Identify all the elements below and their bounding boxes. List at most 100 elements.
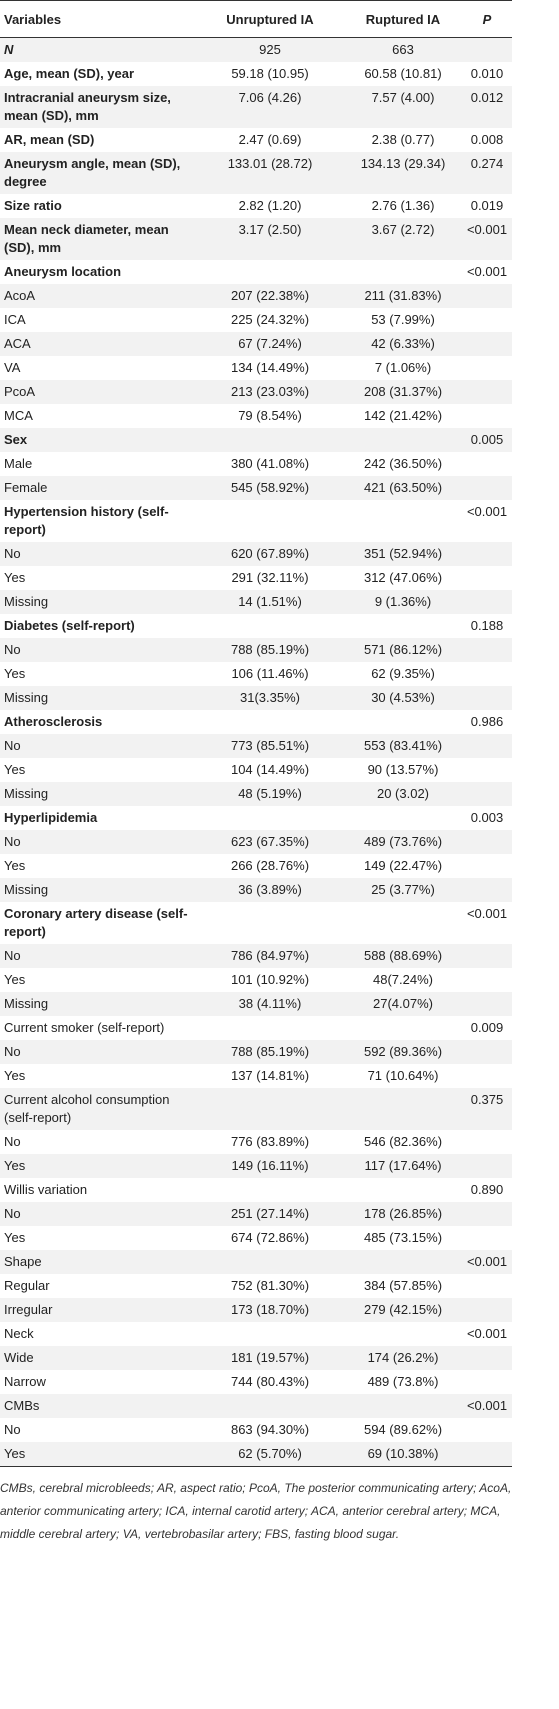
- table-row: No 788 (85.19%) 571 (86.12%): [0, 638, 512, 662]
- cell: [462, 1154, 512, 1178]
- row-label: Female: [0, 476, 196, 500]
- cell: [196, 1250, 344, 1274]
- cell: 174 (26.2%): [344, 1346, 462, 1370]
- cell: [462, 992, 512, 1016]
- footnote: CMBs, cerebral microbleeds; AR, aspect r…: [0, 1481, 512, 1541]
- cell: 53 (7.99%): [371, 312, 435, 327]
- row-label: Coronary artery disease (self-report): [4, 906, 188, 939]
- cell: <0.001: [462, 218, 512, 260]
- table-row: Age, mean (SD), year 59.18 (10.95) 60.58 (…: [0, 62, 512, 86]
- cell: 38 (4.11%): [196, 992, 344, 1016]
- cell: 545 (58.92%): [196, 476, 344, 500]
- cell: 312 (47.06%): [363, 570, 443, 585]
- cell: [462, 308, 512, 332]
- table-row: AR, mean (SD) 2.47 (0.69) 2.38 (0.77) 0.008: [0, 128, 512, 152]
- cell: 674 (72.86%): [230, 1230, 310, 1245]
- row-label: N: [0, 37, 196, 62]
- cell: 546 (82.36%): [363, 1134, 443, 1149]
- cell: 48 (5.19%): [196, 782, 344, 806]
- cell: [196, 614, 344, 638]
- cell: 2.82 (1.20): [238, 198, 302, 213]
- row-label: Yes: [4, 666, 26, 681]
- cell: [344, 1178, 462, 1202]
- cell: [462, 37, 512, 62]
- table-row: Yes 266 (28.76%) 149 (22.47%): [0, 854, 512, 878]
- row-label: Current smoker (self-report): [4, 1020, 165, 1035]
- cell: [462, 1298, 512, 1322]
- cell: 36 (3.89%): [196, 878, 344, 902]
- cell: [462, 758, 512, 782]
- row-label: AcoA: [0, 284, 196, 308]
- cell: [196, 500, 344, 542]
- cell: [462, 638, 512, 662]
- cell: 2.47 (0.69): [238, 132, 302, 147]
- table-row: Missing 48 (5.19%) 20 (3.02): [0, 782, 512, 806]
- row-label: Neck: [4, 1326, 34, 1341]
- cell: <0.001: [466, 906, 508, 921]
- cell: 0.188: [470, 618, 504, 633]
- cell: 7.06 (4.26): [196, 86, 344, 128]
- cell: [196, 1394, 344, 1418]
- cell: 134 (14.49%): [230, 360, 310, 375]
- row-label: CMBs: [0, 1394, 196, 1418]
- table-row: Sex 0.005: [0, 428, 512, 452]
- cell: [462, 830, 512, 854]
- row-label: No: [0, 734, 196, 758]
- cell: [196, 1016, 344, 1040]
- cell: <0.001: [466, 1326, 508, 1341]
- table-row: N 925 663: [0, 37, 512, 62]
- cell: 106 (11.46%): [231, 666, 309, 681]
- cell: [344, 1016, 462, 1040]
- cell: 208 (31.37%): [344, 380, 462, 404]
- cell: 744 (80.43%): [230, 1374, 310, 1389]
- cell: 225 (24.32%): [230, 312, 310, 327]
- row-label: Wide: [0, 1346, 196, 1370]
- table-row: No 623 (67.35%) 489 (73.76%): [0, 830, 512, 854]
- cell: 27(4.07%): [344, 992, 462, 1016]
- cell: 59.18 (10.95): [231, 66, 309, 81]
- table-row: Male 380 (41.08%) 242 (36.50%): [0, 452, 512, 476]
- cell: [462, 734, 512, 758]
- cell: [462, 284, 512, 308]
- row-label: PcoA: [0, 380, 196, 404]
- cell: [462, 1040, 512, 1064]
- cell: [462, 686, 512, 710]
- cell: 776 (83.89%): [230, 1134, 310, 1149]
- table-row: Aneurysm location <0.001: [0, 260, 512, 284]
- table-row: ACA 67 (7.24%) 42 (6.33%): [0, 332, 512, 356]
- row-label: Willis variation: [4, 1182, 88, 1197]
- cell: 101 (10.92%): [230, 972, 310, 987]
- row-label: Yes: [0, 1154, 196, 1178]
- cell: <0.001: [466, 504, 508, 519]
- table-row: No 620 (67.89%) 351 (52.94%): [0, 542, 512, 566]
- row-label: Intracranial aneurysm size, mean (SD), m…: [0, 86, 196, 128]
- cell: 773 (85.51%): [196, 734, 344, 758]
- table-row: Missing 36 (3.89%) 25 (3.77%): [0, 878, 512, 902]
- table-row: Yes 674 (72.86%) 485 (73.15%): [0, 1226, 512, 1250]
- cell: [462, 404, 512, 428]
- table-container: Variables Unruptured IA Ruptured IA P N 925 6…: [0, 0, 512, 1541]
- table-row: MCA 79 (8.54%) 142 (21.42%): [0, 404, 512, 428]
- cell: 242 (36.50%): [363, 456, 443, 471]
- cell: <0.001: [466, 264, 508, 279]
- cell: 137 (14.81%): [230, 1068, 310, 1083]
- cell: 594 (89.62%): [363, 1422, 443, 1437]
- cell: [196, 806, 344, 830]
- row-label: Sex: [0, 428, 196, 452]
- cell: 0.010: [470, 66, 504, 81]
- cell: <0.001: [462, 1250, 512, 1274]
- row-label: Missing: [0, 590, 196, 614]
- cell: <0.001: [462, 1394, 512, 1418]
- table-row: Yes 101 (10.92%) 48(7.24%): [0, 968, 512, 992]
- cell: [462, 782, 512, 806]
- header-row: Variables Unruptured IA Ruptured IA P: [0, 0, 512, 38]
- cell: 0.890: [470, 1182, 504, 1197]
- table-row: Mean neck diameter, mean (SD), mm 3.17 (2…: [0, 218, 512, 260]
- row-label: No: [0, 542, 196, 566]
- row-label: Diabetes (self-report): [4, 618, 135, 633]
- row-label: Aneurysm angle, mean (SD), degree: [0, 152, 196, 194]
- cell: 0.986: [470, 714, 504, 729]
- cell: 0.005: [462, 428, 512, 452]
- table-row: CMBs <0.001: [0, 1394, 512, 1418]
